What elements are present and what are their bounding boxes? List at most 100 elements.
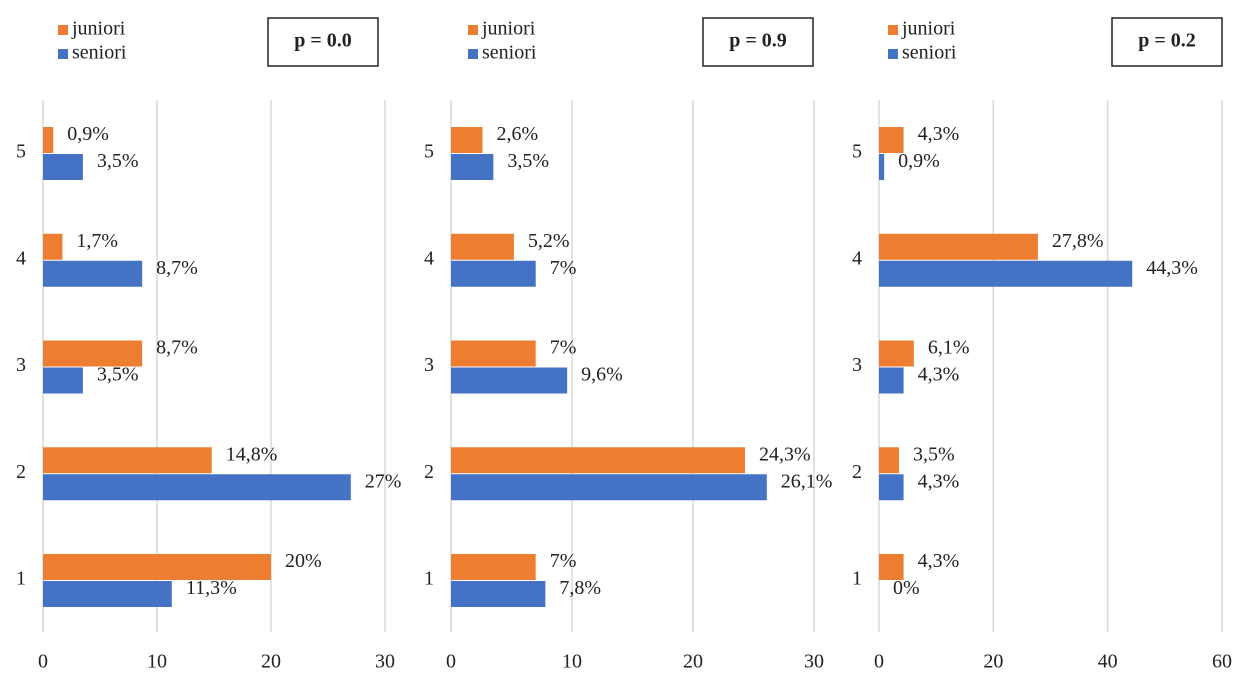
bar (451, 340, 536, 367)
bar (879, 554, 904, 580)
data-label: 4,3% (918, 123, 960, 145)
legend-swatch (888, 25, 898, 35)
y-tick-label: 5 (852, 141, 862, 163)
bar (879, 447, 900, 474)
data-label: 3,5% (97, 150, 139, 172)
bar (43, 154, 83, 180)
data-label: 3,5% (507, 150, 549, 172)
bar (43, 367, 83, 394)
data-label: 4,3% (918, 550, 960, 572)
y-tick-label: 2 (424, 461, 434, 483)
bar (451, 233, 514, 260)
bar (879, 367, 904, 394)
annotation-box (702, 17, 814, 67)
x-tick-label: 0 (446, 651, 456, 673)
annotation: p = 0.9 (729, 30, 787, 52)
annotation: p = 0.0 (294, 30, 352, 52)
data-label: 3,5% (913, 443, 955, 465)
x-tick-label: 10 (147, 651, 167, 673)
bar (451, 474, 767, 501)
data-label: 26,1% (781, 470, 833, 492)
data-label: 11,3% (186, 577, 237, 599)
legend-label: seniori (72, 42, 127, 64)
legend-label: juniori (901, 18, 956, 40)
y-tick-label: 3 (16, 354, 26, 376)
legend-swatch (468, 49, 478, 59)
bar (451, 127, 483, 153)
data-label: 1,7% (76, 230, 118, 252)
data-label: 44,3% (1146, 257, 1198, 279)
x-tick-label: 20 (983, 651, 1003, 673)
bar (451, 154, 494, 180)
data-label: 5,2% (528, 230, 570, 252)
data-label: 8,7% (156, 337, 198, 359)
data-label: 27% (365, 470, 402, 492)
x-tick-label: 20 (683, 651, 703, 673)
y-tick-label: 2 (16, 461, 26, 483)
data-label: 14,8% (226, 443, 278, 465)
y-tick-label: 4 (852, 247, 862, 269)
bar (43, 260, 143, 287)
bar (879, 233, 1038, 260)
data-label: 8,7% (156, 257, 198, 279)
data-label: 4,3% (918, 470, 960, 492)
bar (879, 474, 904, 501)
data-label: 7% (550, 550, 577, 572)
data-label: 24,3% (759, 443, 811, 465)
bar (451, 581, 546, 607)
annotation-box (267, 17, 379, 67)
x-tick-label: 0 (874, 651, 884, 673)
x-tick-label: 40 (1098, 651, 1118, 673)
legend-swatch (468, 25, 478, 35)
y-tick-label: 5 (424, 141, 434, 163)
data-label: 0,9% (898, 150, 940, 172)
bar (879, 260, 1133, 287)
annotation-box (1111, 17, 1223, 67)
x-tick-label: 20 (261, 651, 281, 673)
y-tick-label: 1 (16, 568, 26, 590)
x-tick-label: 60 (1212, 651, 1232, 673)
bar (451, 447, 746, 474)
legend-label: juniori (481, 18, 536, 40)
y-tick-label: 2 (852, 461, 862, 483)
y-tick-label: 3 (424, 354, 434, 376)
y-tick-label: 4 (16, 247, 26, 269)
bar (451, 367, 568, 394)
bar (879, 154, 885, 180)
bar (43, 474, 351, 501)
bar (43, 233, 63, 260)
data-label: 6,1% (928, 337, 970, 359)
bar (43, 447, 212, 474)
legend-swatch (888, 49, 898, 59)
data-label: 9,6% (581, 364, 623, 386)
x-tick-label: 10 (562, 651, 582, 673)
y-tick-label: 1 (424, 568, 434, 590)
legend-label: juniori (71, 18, 126, 40)
data-label: 0,9% (67, 123, 109, 145)
data-label: 0% (893, 577, 920, 599)
data-label: 7% (550, 257, 577, 279)
bar (451, 260, 536, 287)
y-tick-label: 4 (424, 247, 434, 269)
annotation: p = 0.2 (1138, 30, 1196, 52)
bar (43, 554, 271, 580)
data-label: 7% (550, 337, 577, 359)
x-tick-label: 30 (375, 651, 395, 673)
legend-label: seniori (902, 42, 957, 64)
bar (43, 581, 172, 607)
data-label: 7,8% (559, 577, 601, 599)
bar (43, 127, 54, 153)
bar (879, 127, 904, 153)
y-tick-label: 5 (16, 141, 26, 163)
legend-swatch (58, 49, 68, 59)
data-label: 2,6% (496, 123, 538, 145)
data-label: 20% (285, 550, 322, 572)
legend-swatch (58, 25, 68, 35)
bar (43, 340, 143, 367)
data-label: 27,8% (1052, 230, 1104, 252)
y-tick-label: 1 (852, 568, 862, 590)
bar (451, 554, 536, 580)
bar (879, 340, 914, 367)
data-label: 3,5% (97, 364, 139, 386)
